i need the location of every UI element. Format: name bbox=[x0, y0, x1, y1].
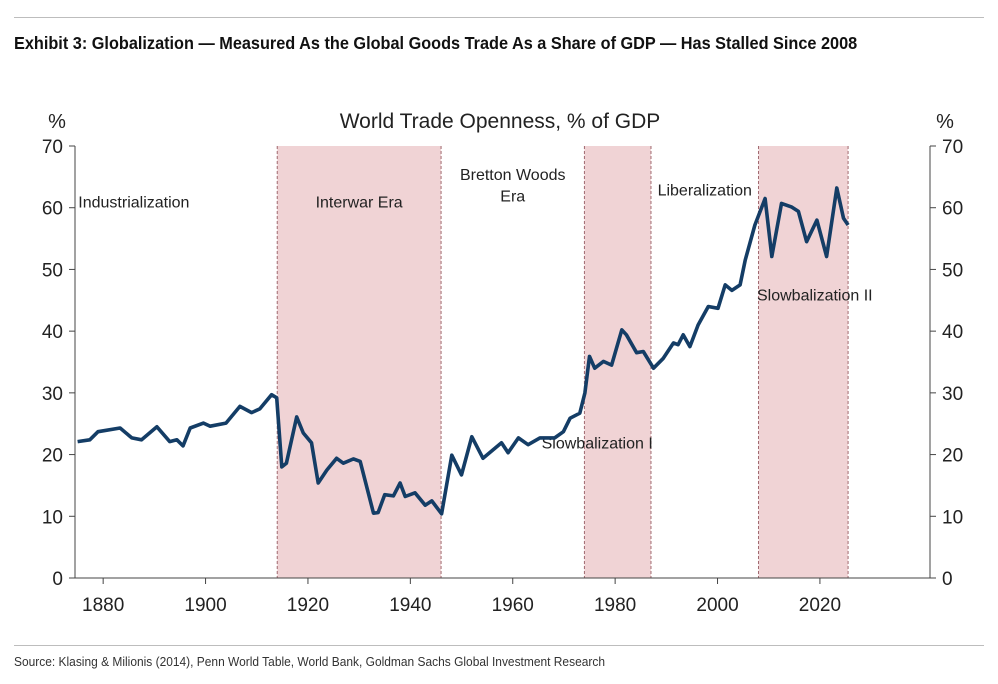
x-tick-label: 2020 bbox=[799, 595, 841, 616]
y-tick-label: 30 bbox=[42, 384, 63, 405]
x-tick-label: 1880 bbox=[82, 595, 124, 616]
exhibit-title: Exhibit 3: Globalization — Measured As t… bbox=[14, 33, 858, 53]
right-axis-unit: % bbox=[936, 111, 954, 133]
y-tick-label-right: 30 bbox=[942, 384, 963, 405]
y-tick-label-right: 70 bbox=[942, 137, 963, 158]
x-tick-label: 2000 bbox=[696, 595, 738, 616]
shaded-period bbox=[277, 146, 442, 578]
x-tick-label: 1900 bbox=[184, 595, 226, 616]
period-annotation: Slowbalization II bbox=[757, 287, 873, 304]
x-tick-label: 1980 bbox=[594, 595, 636, 616]
period-annotation: Industrialization bbox=[78, 195, 189, 212]
shaded-period bbox=[584, 146, 651, 578]
left-axis-unit: % bbox=[48, 111, 66, 133]
period-annotation: Liberalization bbox=[658, 182, 752, 199]
period-annotation: Interwar Era bbox=[316, 195, 403, 212]
period-annotation: Slowbalization I bbox=[542, 435, 653, 452]
y-tick-label: 40 bbox=[42, 322, 63, 343]
x-tick-label: 1920 bbox=[287, 595, 329, 616]
y-tick-label: 20 bbox=[42, 446, 63, 467]
y-tick-label: 60 bbox=[42, 199, 63, 220]
source-note: Source: Klasing & Milionis (2014), Penn … bbox=[14, 654, 605, 669]
bottom-rule bbox=[14, 645, 984, 646]
x-tick-label: 1940 bbox=[389, 595, 431, 616]
top-rule bbox=[14, 17, 984, 18]
y-tick-label-right: 20 bbox=[942, 446, 963, 467]
series-line bbox=[77, 186, 850, 516]
y-tick-label: 0 bbox=[52, 569, 63, 590]
y-tick-label: 10 bbox=[42, 507, 63, 528]
period-annotation: Era bbox=[500, 189, 525, 206]
y-tick-label-right: 60 bbox=[942, 199, 963, 220]
y-tick-label-right: 50 bbox=[942, 260, 963, 281]
y-tick-label-right: 10 bbox=[942, 507, 963, 528]
y-tick-label-right: 40 bbox=[942, 322, 963, 343]
chart-title: World Trade Openness, % of GDP bbox=[340, 110, 661, 133]
x-tick-label: 1960 bbox=[492, 595, 534, 616]
y-tick-label-right: 0 bbox=[942, 569, 953, 590]
period-annotation: Bretton Woods bbox=[460, 167, 566, 184]
y-tick-label: 50 bbox=[42, 260, 63, 281]
y-tick-label: 70 bbox=[42, 137, 63, 158]
